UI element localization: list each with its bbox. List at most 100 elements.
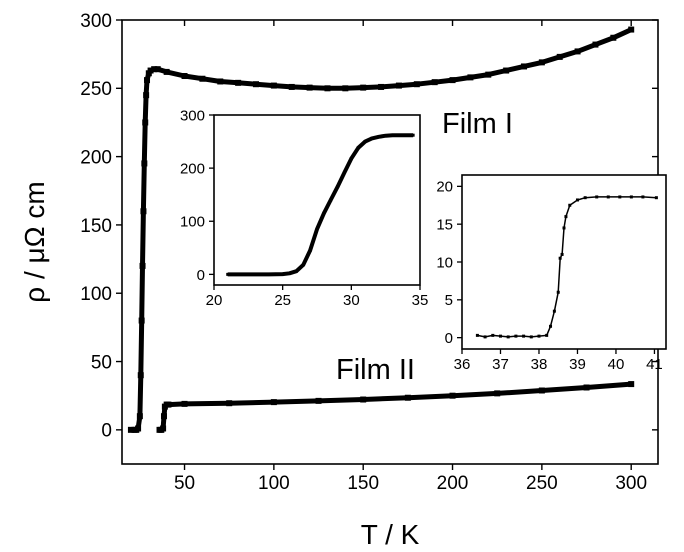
data-point: [404, 394, 411, 401]
data-point: [654, 196, 658, 200]
x-tick-label: 25: [274, 292, 291, 309]
data-point: [239, 272, 243, 276]
data-point: [395, 82, 402, 89]
y-tick-label: 200: [80, 147, 112, 168]
data-point: [485, 71, 492, 78]
data-point: [377, 135, 381, 139]
data-point: [329, 198, 333, 202]
data-point: [253, 81, 259, 88]
data-point: [562, 226, 566, 230]
data-point: [522, 334, 526, 338]
data-point: [391, 133, 395, 137]
data-point: [324, 85, 331, 92]
data-point: [294, 269, 298, 273]
data-point: [610, 34, 617, 41]
y-tick-label: 50: [91, 352, 112, 373]
data-point: [288, 83, 295, 90]
data-point: [413, 81, 420, 88]
data-point: [165, 401, 172, 408]
x-tick-label: 36: [454, 356, 471, 373]
data-point: [199, 75, 206, 82]
data-point: [606, 195, 610, 199]
data-point: [449, 392, 456, 399]
data-point: [595, 195, 599, 199]
data-point: [498, 334, 502, 338]
data-point: [618, 195, 622, 199]
data-point: [545, 333, 549, 337]
x-tick-label: 300: [615, 473, 647, 494]
data-point: [521, 63, 527, 70]
data-point: [342, 85, 349, 92]
data-point: [575, 198, 579, 202]
x-axis-label: T / K: [361, 519, 420, 550]
data-point: [342, 170, 346, 174]
data-point: [558, 256, 562, 260]
data-point: [483, 335, 487, 339]
data-point: [503, 67, 510, 74]
data-point: [549, 324, 553, 328]
data-point: [574, 48, 581, 55]
data-point: [491, 333, 495, 337]
data-point: [143, 92, 150, 99]
inset-film-1-frame: [213, 114, 421, 286]
inset-film-2-frame: [461, 174, 667, 350]
annotation-film-1: Film I: [442, 108, 513, 140]
y-tick-label: 200: [180, 161, 205, 178]
annotation-film-2: Film II: [336, 354, 415, 386]
data-point: [449, 77, 456, 84]
data-point: [537, 334, 541, 338]
data-point: [139, 262, 146, 269]
data-point: [136, 413, 143, 420]
data-point: [628, 381, 635, 388]
y-tick-label: 150: [80, 216, 112, 237]
y-tick-label: 0: [101, 421, 112, 442]
x-tick-label: 200: [437, 473, 469, 494]
y-tick-label: 0: [445, 330, 453, 347]
y-tick-label: 250: [80, 79, 112, 100]
y-tick-label: 5: [445, 292, 453, 309]
data-point: [160, 413, 167, 420]
y-tick-label: 300: [180, 107, 205, 124]
data-point: [315, 227, 319, 231]
data-point: [270, 399, 277, 406]
data-point: [629, 195, 633, 199]
data-point: [404, 133, 408, 137]
x-tick-label: 250: [526, 473, 558, 494]
y-tick-label: 100: [80, 284, 112, 305]
data-point: [494, 390, 501, 397]
data-point: [281, 272, 285, 276]
data-point: [592, 41, 599, 48]
x-tick-label: 100: [258, 473, 290, 494]
data-point: [144, 77, 151, 84]
x-tick-label: 37: [492, 356, 509, 373]
data-point: [315, 397, 322, 404]
data-point: [181, 400, 188, 407]
data-point: [514, 334, 518, 338]
data-point: [360, 84, 367, 91]
data-point: [556, 53, 563, 60]
series-line: [158, 381, 632, 433]
data-point: [360, 396, 367, 403]
data-point: [308, 248, 312, 252]
data-point: [378, 83, 385, 90]
y-tick-label: 300: [80, 11, 112, 32]
data-point: [411, 133, 415, 137]
x-tick-label: 20: [206, 292, 223, 309]
data-point: [127, 426, 134, 433]
data-point: [147, 67, 154, 74]
data-point: [267, 272, 271, 276]
data-point: [301, 263, 305, 267]
data-point: [160, 425, 167, 432]
x-tick-label: 41: [646, 356, 663, 373]
data-point: [538, 59, 545, 66]
data-point: [431, 79, 438, 86]
data-point: [141, 160, 148, 167]
data-point: [142, 119, 149, 126]
x-tick-label: 35: [412, 292, 429, 309]
data-point: [349, 157, 353, 161]
data-point: [641, 195, 645, 199]
y-tick-label: 20: [436, 179, 453, 196]
y-tick-label: 15: [436, 217, 453, 234]
